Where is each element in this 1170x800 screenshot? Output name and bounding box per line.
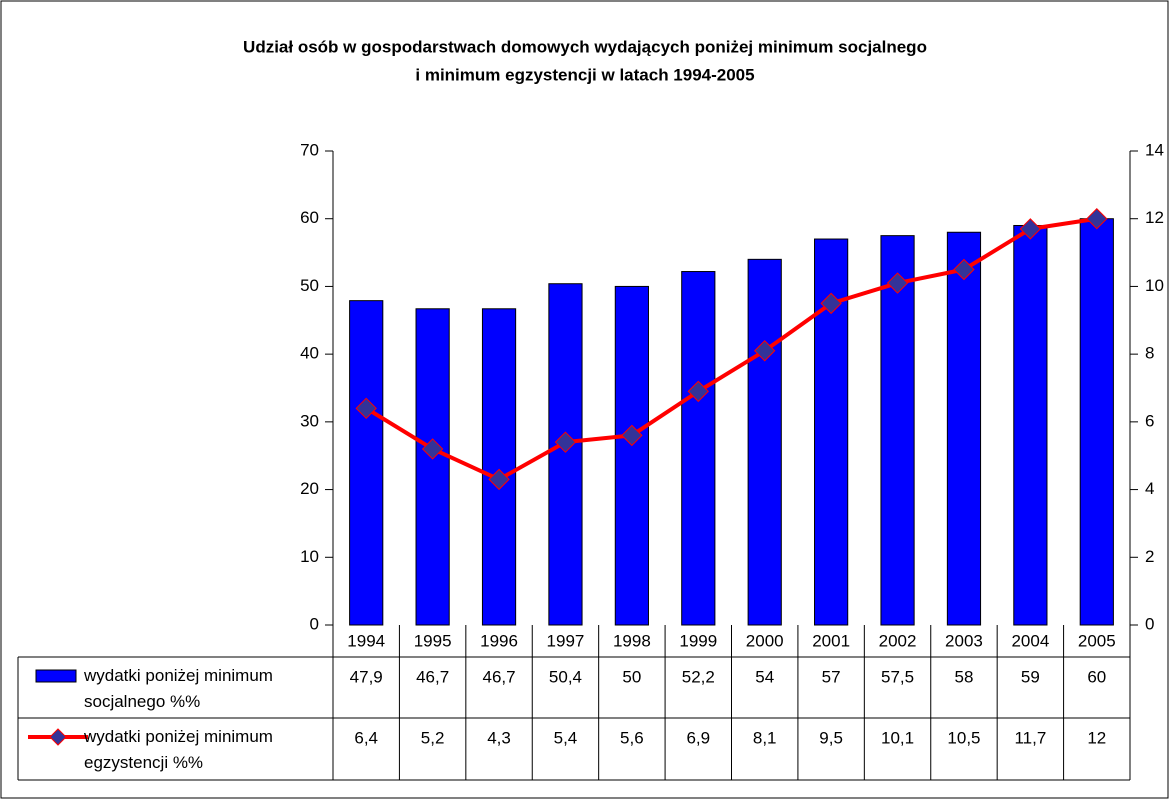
table-value: 6,9 xyxy=(686,728,710,747)
bar xyxy=(946,231,982,626)
table-value: 6,4 xyxy=(354,728,378,747)
bar xyxy=(747,258,782,626)
y-tick-label: 60 xyxy=(300,208,319,227)
y2-tick-label: 4 xyxy=(1145,479,1154,498)
line-marker xyxy=(554,431,577,453)
legend-key xyxy=(49,728,67,746)
table-value: 52,2 xyxy=(682,667,715,686)
x-tick-label: 1998 xyxy=(613,631,651,650)
bar xyxy=(614,285,649,626)
table-value: 46,7 xyxy=(416,667,449,686)
bar xyxy=(880,235,915,626)
y-tick-label: 30 xyxy=(300,411,319,430)
y-tick-label: 10 xyxy=(300,547,319,566)
line-marker xyxy=(488,468,510,491)
table-value: 58 xyxy=(954,667,973,686)
x-tick-label: 2005 xyxy=(1078,631,1116,650)
y-tick-label: 50 xyxy=(300,276,319,295)
table-value: 4,3 xyxy=(487,728,511,747)
bar xyxy=(349,300,384,626)
line-marker xyxy=(421,438,444,460)
x-tick-label: 1996 xyxy=(480,631,518,650)
line-marker xyxy=(621,424,643,447)
legend-key xyxy=(35,669,77,683)
table-value: 57 xyxy=(822,667,841,686)
line-marker xyxy=(820,292,842,315)
y2-tick-label: 2 xyxy=(1145,547,1154,566)
x-tick-label: 2002 xyxy=(879,631,917,650)
y2-tick-label: 10 xyxy=(1145,276,1164,295)
line xyxy=(365,216,1098,482)
x-tick-label: 1994 xyxy=(347,631,385,650)
bar xyxy=(481,308,517,626)
line-marker xyxy=(1086,208,1108,230)
table-value: 8,1 xyxy=(753,728,777,747)
y-tick-label: 70 xyxy=(300,140,319,159)
line-marker xyxy=(953,258,975,281)
table-value: 50 xyxy=(622,667,641,686)
line-marker xyxy=(687,380,709,403)
y2-tick-label: 12 xyxy=(1145,208,1164,227)
table-value: 5,6 xyxy=(620,728,644,747)
x-tick-label: 1997 xyxy=(547,631,585,650)
table-value: 50,4 xyxy=(549,667,582,686)
table-value: 10,1 xyxy=(881,728,914,747)
table-value: 47,9 xyxy=(350,667,383,686)
table-value: 9,5 xyxy=(819,728,843,747)
legend-label: wydatki poniżej minimum socjalnego %% xyxy=(84,666,273,711)
table-value: 11,7 xyxy=(1014,728,1046,747)
x-tick-label: 2003 xyxy=(945,631,983,650)
line-marker xyxy=(754,340,776,362)
y-tick-label: 20 xyxy=(300,479,319,498)
legend-entry: wydatki poniżej minimum socjalnego %% xyxy=(84,666,273,711)
x-tick-label: 2000 xyxy=(746,631,784,650)
y2-tick-label: 8 xyxy=(1145,344,1154,363)
line-marker xyxy=(355,397,377,420)
legend-label: wydatki poniżej minimum egzystencji %% xyxy=(84,727,273,772)
table-value: 60 xyxy=(1087,667,1106,686)
bar xyxy=(1013,224,1048,626)
table-value: 46,7 xyxy=(482,667,515,686)
table-value: 5,2 xyxy=(421,728,445,747)
y-tick-label: 0 xyxy=(310,614,319,633)
x-tick-label: 1995 xyxy=(414,631,452,650)
table-value: 57,5 xyxy=(881,667,914,686)
x-tick-label: 2004 xyxy=(1011,631,1049,650)
table-value: 12 xyxy=(1087,728,1106,747)
chart-title: Udział osób w gospodarstwach domowych wy… xyxy=(243,37,927,56)
legend-entry: wydatki poniżej minimum egzystencji %% xyxy=(84,727,273,772)
bar xyxy=(1079,218,1114,626)
bar xyxy=(681,271,716,626)
bar xyxy=(415,308,450,626)
y2-tick-label: 6 xyxy=(1145,411,1154,430)
y-tick-label: 40 xyxy=(300,344,319,363)
y2-tick-label: 0 xyxy=(1145,614,1154,633)
line-marker xyxy=(1019,218,1042,240)
x-tick-label: 2001 xyxy=(812,631,850,650)
table-value: 59 xyxy=(1021,667,1040,686)
table-value: 5,4 xyxy=(554,728,578,747)
table-value: 54 xyxy=(755,667,774,686)
table-value: 10,5 xyxy=(947,728,980,747)
y2-tick-label: 14 xyxy=(1145,140,1164,159)
chart-title: i minimum egzystencji w latach 1994-2005 xyxy=(415,65,754,84)
line-marker xyxy=(886,272,909,294)
x-tick-label: 1999 xyxy=(679,631,717,650)
bar xyxy=(548,283,583,626)
